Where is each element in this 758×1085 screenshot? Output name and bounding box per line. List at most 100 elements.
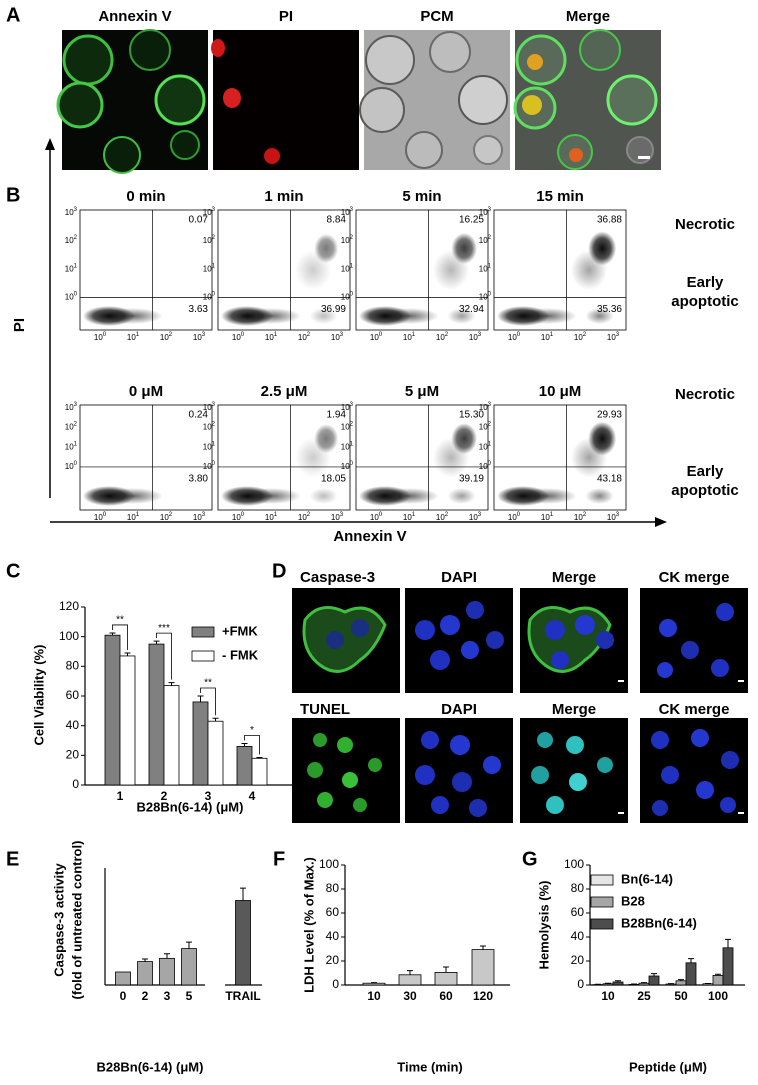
tick-exponent: 3 <box>478 332 482 338</box>
tick-exponent: 1 <box>74 441 78 447</box>
plot-title: 15 min <box>536 188 584 205</box>
y-tick-label: 102 <box>65 421 78 432</box>
micrograph-pcm <box>359 30 510 170</box>
tick-exponent: 2 <box>583 512 587 518</box>
y-tick-label: 103 <box>65 402 78 413</box>
error-bar <box>615 980 621 982</box>
y-tick-label: 102 <box>341 421 354 432</box>
tick-exponent: 1 <box>212 441 216 447</box>
x-tick-label: 103 <box>331 512 344 523</box>
tick-base: 10 <box>436 333 445 342</box>
y-axis-title: (fold of untreated control) <box>69 841 84 1000</box>
cell-population <box>571 437 608 478</box>
tick-base: 10 <box>65 423 74 432</box>
tick-base: 10 <box>341 236 350 245</box>
x-axis-title: Peptide (μM) <box>629 1059 707 1074</box>
axis-title: Annexin V <box>333 528 406 545</box>
image-label: PCM <box>420 8 453 25</box>
bar <box>192 701 209 786</box>
tick-exponent: 0 <box>103 332 107 338</box>
tick-exponent: 0 <box>350 291 354 297</box>
bar <box>638 982 650 986</box>
tick-exponent: 2 <box>445 512 449 518</box>
x-tick-label: 30 <box>403 989 417 1003</box>
tick-exponent: 2 <box>169 512 173 518</box>
tick-base: 10 <box>341 208 350 217</box>
bar <box>235 900 251 986</box>
tick-base: 10 <box>541 333 550 342</box>
tick-base: 10 <box>508 513 517 522</box>
image-label: PI <box>279 8 293 25</box>
y-tick-label: 80 <box>66 659 80 673</box>
y-tick-label: 40 <box>326 929 340 943</box>
error-bar <box>371 982 377 984</box>
tick-base: 10 <box>298 513 307 522</box>
y-tick-label: 103 <box>203 207 216 218</box>
cell-population <box>433 437 470 478</box>
y-axis-title: Cell Viability (%) <box>31 645 46 746</box>
y-tick-label: 40 <box>571 929 585 943</box>
tick-base: 10 <box>65 442 74 451</box>
tick-base: 10 <box>469 333 478 342</box>
y-tick-label: 60 <box>66 688 80 702</box>
quadrant-value: 8.84 <box>327 215 347 226</box>
y-tick-label: 100 <box>65 461 78 472</box>
image-label: Annexin V <box>98 8 171 25</box>
y-tick-label: 0 <box>72 777 79 791</box>
tick-base: 10 <box>127 333 136 342</box>
bar <box>398 974 422 986</box>
y-tick-label: 101 <box>203 263 216 274</box>
tick-exponent: 1 <box>136 332 140 338</box>
bar <box>207 720 224 786</box>
tick-exponent: 2 <box>307 512 311 518</box>
legend-label: +FMK <box>222 623 258 638</box>
y-tick-label: 101 <box>65 441 78 452</box>
tick-base: 10 <box>203 442 212 451</box>
x-axis-title: B28Bn(6-14) (μM) <box>97 1059 204 1074</box>
cell-population <box>516 488 577 504</box>
error-bar <box>168 682 175 686</box>
x-tick-label: 102 <box>160 332 173 343</box>
legend-swatch <box>191 626 215 638</box>
y-tick-label: 103 <box>203 402 216 413</box>
y-tick-label: 102 <box>479 235 492 246</box>
legend-swatch <box>590 896 614 908</box>
y-tick-label: 101 <box>479 263 492 274</box>
tick-exponent: 0 <box>488 461 492 467</box>
legend-label: B28 <box>621 893 645 908</box>
tick-base: 10 <box>65 403 74 412</box>
x-axis-title: Time (min) <box>397 1059 463 1074</box>
micrograph-dapi <box>405 588 513 693</box>
quadrant-label: apoptotic <box>671 482 739 499</box>
micrograph-tunel <box>292 718 400 823</box>
bar <box>712 975 724 986</box>
quadrant-value: 0.07 <box>189 215 209 226</box>
image-label: Caspase-3 <box>300 569 375 586</box>
bar <box>648 975 660 986</box>
legend-swatch <box>590 918 614 930</box>
tick-exponent: 2 <box>350 421 354 427</box>
tick-exponent: 3 <box>350 207 354 213</box>
tick-base: 10 <box>370 513 379 522</box>
y-tick-label: 100 <box>203 291 216 302</box>
tick-base: 10 <box>479 423 488 432</box>
tick-exponent: 3 <box>488 207 492 213</box>
x-tick-label: 101 <box>541 512 554 523</box>
micrograph-dapi-2 <box>405 718 513 823</box>
micrograph-merge-2 <box>520 718 628 823</box>
x-tick-label: 60 <box>439 989 453 1003</box>
bar <box>685 962 697 986</box>
tick-base: 10 <box>65 208 74 217</box>
tick-base: 10 <box>341 265 350 274</box>
tick-exponent: 3 <box>340 512 344 518</box>
error-bar <box>124 652 131 656</box>
quadrant-value: 0.24 <box>189 410 209 421</box>
bar <box>115 971 131 986</box>
y-tick-label: 80 <box>571 881 585 895</box>
tick-base: 10 <box>341 423 350 432</box>
bar <box>148 643 165 786</box>
tick-exponent: 3 <box>488 402 492 408</box>
y-tick-label: 120 <box>59 599 79 613</box>
tick-exponent: 1 <box>550 512 554 518</box>
quadrant-value: 35.36 <box>597 304 622 315</box>
